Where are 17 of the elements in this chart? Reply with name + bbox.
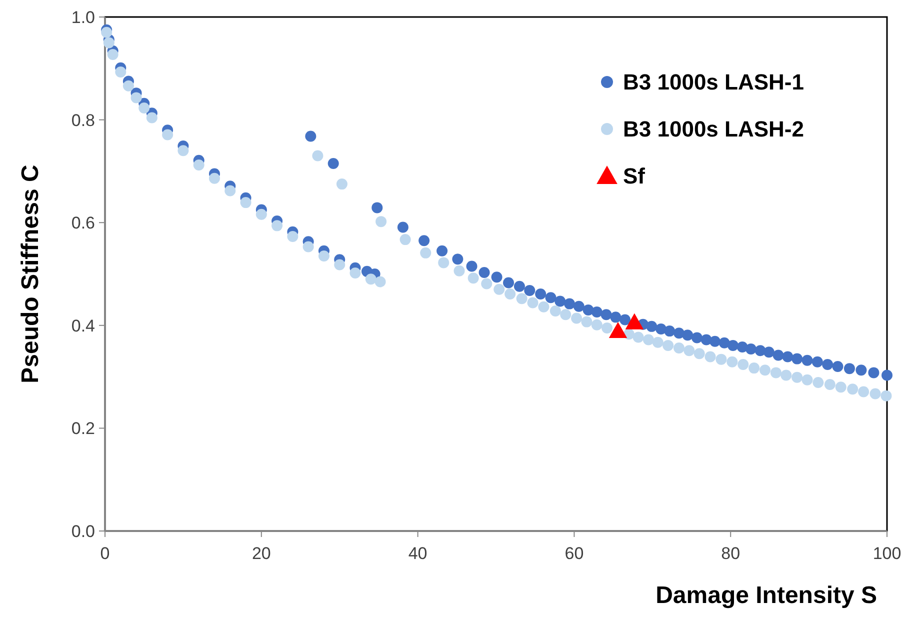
x-tick-label: 0 (100, 544, 110, 563)
x-axis-title: Damage Intensity S (656, 582, 877, 609)
y-tick-label: 0.4 (71, 316, 95, 336)
legend-label: B3 1000s LASH-2 (623, 116, 804, 142)
x-tick-label: 60 (564, 544, 584, 563)
y-tick-label: 0.8 (71, 110, 95, 130)
y-tick-label: 0.2 (71, 419, 95, 438)
x-tick-label: 40 (408, 544, 428, 563)
y-axis-title: Pseudo Stiffness C (17, 164, 44, 384)
y-tick-label: 0.0 (71, 522, 95, 541)
legend-label: Sf (623, 164, 646, 189)
x-tick-label: 20 (252, 544, 271, 563)
x-tick-label: 100 (872, 544, 902, 563)
x-tick-label: 80 (721, 544, 740, 563)
legend-label: B3 1000s LASH-1 (623, 70, 804, 95)
y-tick-label: 1.0 (71, 8, 95, 27)
y-tick-label: 0.6 (71, 214, 95, 233)
